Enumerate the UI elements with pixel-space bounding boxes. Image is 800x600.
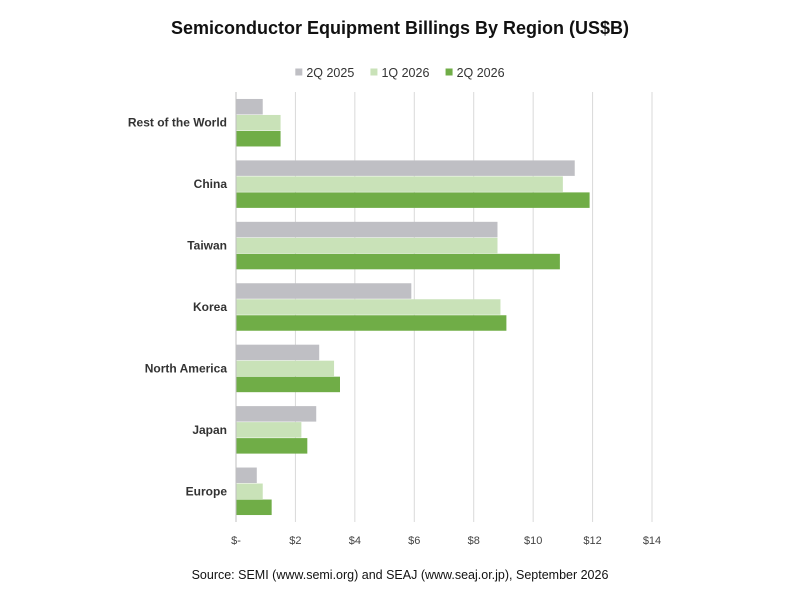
bar-2q-2026 xyxy=(236,376,340,393)
x-tick-label: $4 xyxy=(349,535,361,547)
bar-1q-2026 xyxy=(236,422,302,438)
category-label: Europe xyxy=(186,484,228,498)
legend-swatch xyxy=(445,68,453,76)
bar-1q-2026 xyxy=(236,176,563,192)
category-label: Korea xyxy=(193,300,227,314)
x-tick-labels: $- $2 $4 $6 $8 $10 $12 $14 xyxy=(231,535,661,547)
bar-2q-2026 xyxy=(236,438,308,454)
bar-2q-2026 xyxy=(236,315,507,331)
bar-1q-2026 xyxy=(236,360,335,377)
bar-2q-2026 xyxy=(236,499,272,516)
bar-1q-2026 xyxy=(236,237,498,254)
legend-swatch xyxy=(295,68,303,76)
bar-2q-2026 xyxy=(236,130,281,147)
category-label: North America xyxy=(145,361,228,375)
x-tick-label: $14 xyxy=(643,535,661,547)
legend: 2Q 2025 1Q 2026 2Q 2026 xyxy=(295,66,505,80)
legend-swatch xyxy=(370,68,378,76)
bar-2q-2026 xyxy=(236,192,590,208)
bar-1q-2026 xyxy=(236,299,501,315)
bar-2q-2026 xyxy=(236,253,560,270)
bar-1q-2026 xyxy=(236,114,281,131)
x-tick-label: $2 xyxy=(289,535,301,547)
chart-source: Source: SEMI (www.semi.org) and SEAJ (ww… xyxy=(191,568,609,582)
x-tick-label: $12 xyxy=(583,535,601,547)
chart-title: Semiconductor Equipment Billings By Regi… xyxy=(170,18,630,38)
bar-2q-2025 xyxy=(236,221,498,238)
category-labels: Rest of the World China Taiwan Korea North A… xyxy=(128,116,227,499)
category-label: China xyxy=(194,177,228,191)
bar-1q-2026 xyxy=(236,483,263,500)
category-label: Japan xyxy=(192,423,227,437)
category-label: Rest of the World xyxy=(128,116,227,130)
x-tick-label: $10 xyxy=(524,535,542,547)
legend-label: 2Q 2026 xyxy=(457,66,505,80)
bar-2q-2025 xyxy=(236,160,575,176)
bar-2q-2025 xyxy=(236,98,263,115)
category-label: Taiwan xyxy=(187,239,227,253)
x-tick-label: $6 xyxy=(408,535,420,547)
x-tick-label: $8 xyxy=(468,535,480,547)
bar-2q-2025 xyxy=(236,406,317,422)
bars xyxy=(236,98,590,516)
bar-2q-2025 xyxy=(236,344,320,361)
legend-label: 1Q 2026 xyxy=(381,66,429,80)
x-tick-label: $- xyxy=(231,535,241,547)
bar-2q-2025 xyxy=(236,283,412,299)
bar-2q-2025 xyxy=(236,467,257,484)
legend-label: 2Q 2025 xyxy=(306,66,354,80)
